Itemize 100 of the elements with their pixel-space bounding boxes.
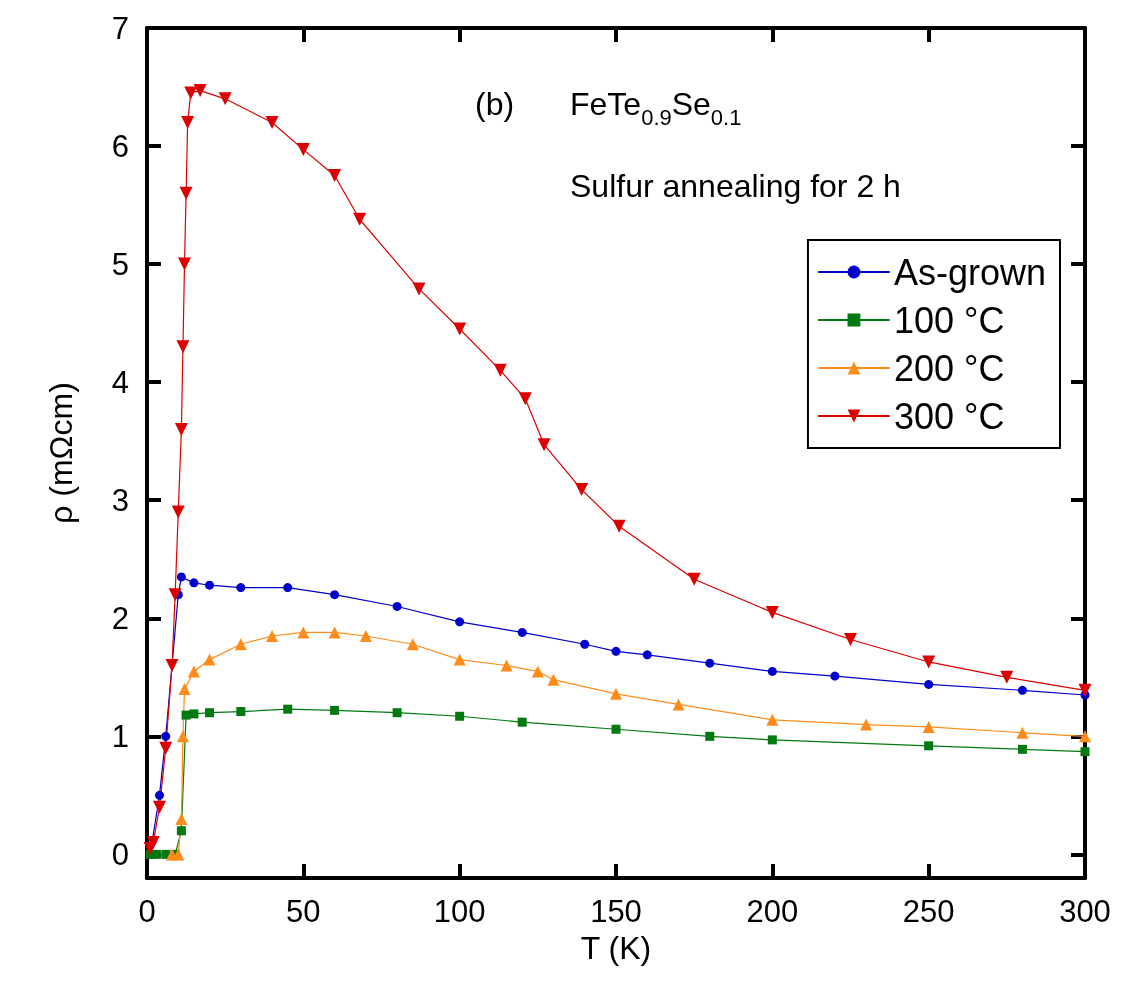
point [203, 653, 216, 666]
point [493, 363, 507, 377]
point [184, 86, 198, 100]
point [330, 590, 340, 600]
y-tick-label: 2 [111, 600, 129, 636]
point [767, 735, 777, 745]
y-tick-label: 3 [111, 482, 129, 518]
point [922, 655, 936, 669]
y-tick-label: 1 [111, 718, 129, 754]
x-tick-label: 50 [286, 894, 321, 929]
point [189, 578, 199, 588]
point [924, 679, 934, 689]
point [1078, 683, 1092, 697]
point [236, 707, 246, 717]
point [537, 438, 551, 452]
y-axis-title: ρ (mΩcm) [43, 382, 79, 524]
point [296, 143, 310, 157]
point [547, 673, 560, 686]
x-axis-title: T (K) [580, 929, 652, 966]
point [159, 741, 173, 755]
point [767, 666, 777, 676]
point [1000, 670, 1014, 684]
point [330, 705, 340, 715]
y-tick-label: 0 [111, 836, 129, 872]
point [205, 580, 215, 590]
point [517, 717, 527, 727]
x-tick-label: 200 [746, 894, 799, 929]
point [611, 646, 621, 656]
point [171, 505, 185, 519]
point [174, 422, 188, 436]
point [266, 629, 279, 642]
point [455, 711, 465, 721]
point [453, 653, 466, 666]
legend-label: 300 °C [893, 395, 1005, 437]
x-tick-label: 100 [433, 894, 486, 929]
point [176, 340, 190, 354]
point [172, 848, 185, 861]
point [236, 583, 246, 593]
point [830, 671, 840, 681]
annotation: Sulfur annealing for 2 h [570, 168, 901, 204]
y-tick-label: 7 [111, 10, 129, 46]
point [392, 601, 402, 611]
point [453, 322, 467, 336]
point [765, 605, 779, 619]
point [705, 731, 715, 741]
legend-label: 200 °C [893, 347, 1005, 389]
point [176, 572, 186, 582]
point [1016, 726, 1029, 739]
point [176, 826, 186, 836]
point [187, 665, 200, 678]
x-tick-label: 0 [138, 894, 156, 929]
point [353, 212, 367, 226]
point [687, 572, 701, 586]
x-tick-label: 300 [1059, 894, 1111, 929]
point [412, 282, 426, 296]
point [153, 800, 167, 814]
point [1080, 747, 1090, 757]
point [766, 713, 779, 726]
point [193, 84, 207, 98]
x-tick-label: 150 [590, 894, 642, 929]
point [406, 638, 419, 651]
point [283, 583, 293, 593]
y-tick-label: 4 [111, 364, 129, 400]
point [155, 790, 165, 800]
point [705, 658, 715, 668]
point [612, 519, 626, 533]
point [1017, 744, 1027, 754]
point [359, 629, 372, 642]
point [234, 638, 247, 651]
point [178, 257, 192, 271]
point [283, 704, 293, 714]
point [531, 665, 544, 678]
point [168, 588, 182, 602]
point [178, 683, 191, 696]
x-tick-label: 250 [902, 894, 955, 929]
y-tick-label: 6 [111, 128, 129, 164]
point [218, 92, 232, 106]
legend-label: 100 °C [893, 299, 1005, 341]
point [922, 720, 935, 733]
point [265, 115, 279, 129]
point [392, 708, 402, 718]
point [1017, 685, 1027, 695]
point [181, 115, 195, 129]
point [328, 169, 342, 183]
y-tick-label: 5 [111, 246, 129, 282]
point [575, 483, 589, 497]
point [179, 186, 193, 200]
point [297, 626, 310, 639]
point [146, 836, 160, 850]
point [455, 617, 465, 627]
point [844, 633, 857, 647]
point [151, 849, 161, 859]
point [1079, 730, 1091, 743]
point [205, 708, 215, 718]
point [161, 731, 171, 741]
point [611, 724, 621, 734]
point [580, 639, 590, 649]
point [610, 687, 622, 700]
point [500, 659, 513, 672]
annotation: (b) [475, 86, 515, 122]
